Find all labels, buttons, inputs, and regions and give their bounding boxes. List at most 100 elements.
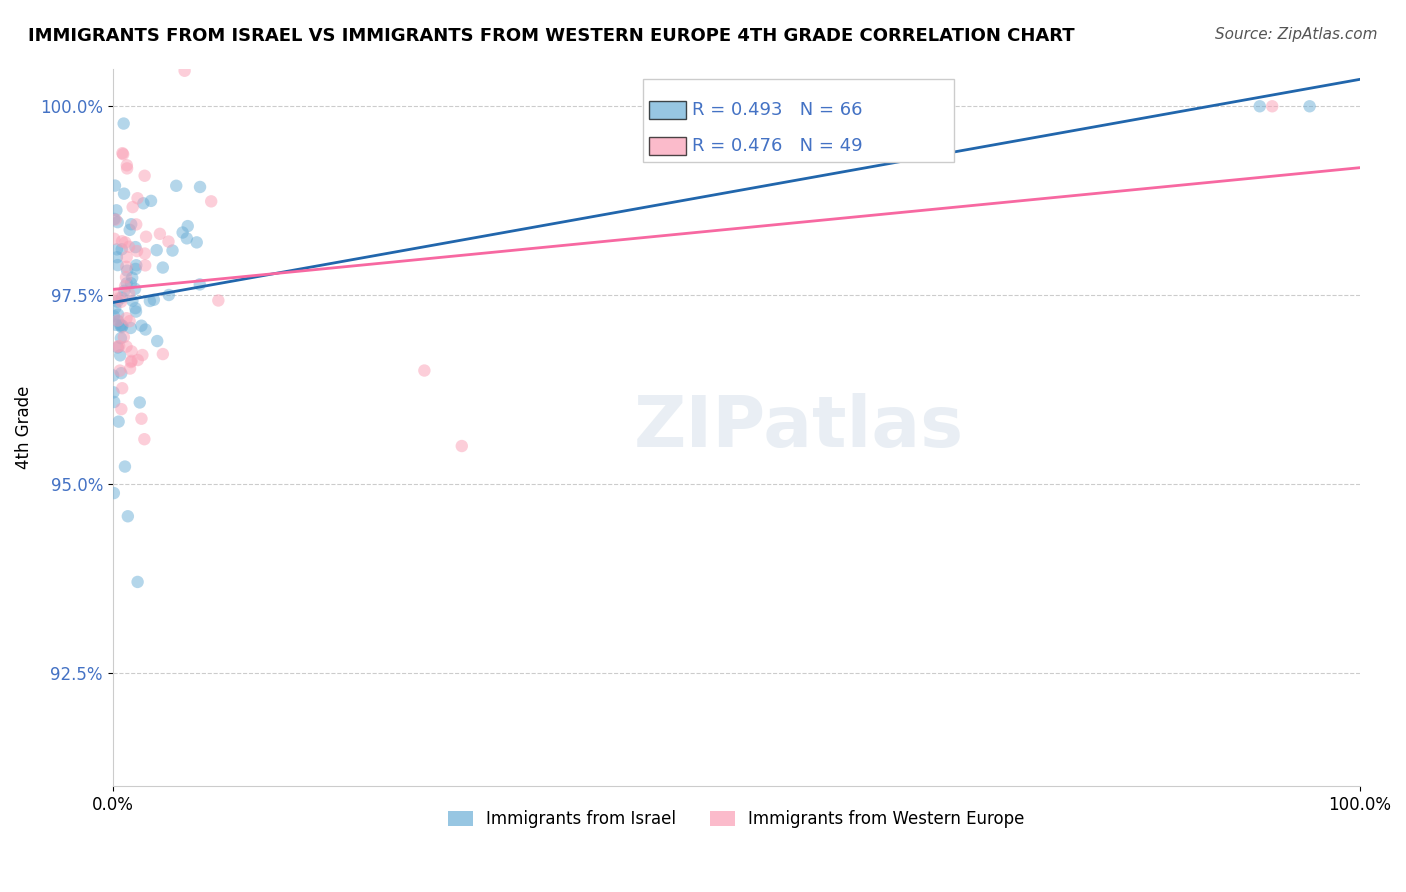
Immigrants from Western Europe (118, 314, 141, 328)
Immigrants from Western Europe (112, 330, 135, 344)
Immigrants from Western Europe (118, 286, 141, 301)
Immigrants from Western Europe (115, 311, 138, 326)
Immigrants from Israel (103, 368, 125, 383)
Immigrants from Israel (142, 293, 165, 307)
Immigrants from Western Europe (103, 232, 125, 246)
Immigrants from Western Europe (134, 169, 156, 183)
Immigrants from Israel (145, 243, 167, 257)
Immigrants from Israel (1298, 99, 1320, 113)
Immigrants from Western Europe (115, 260, 138, 274)
Immigrants from Western Europe (114, 235, 136, 250)
Immigrants from Western Europe (127, 353, 149, 368)
Immigrants from Israel (121, 270, 143, 285)
Immigrants from Western Europe (134, 259, 156, 273)
Immigrants from Western Europe (131, 411, 153, 425)
Immigrants from Israel (134, 322, 156, 336)
Immigrants from Israel (139, 194, 162, 208)
Immigrants from Western Europe (1261, 99, 1284, 113)
Immigrants from Israel (110, 318, 132, 332)
Immigrants from Western Europe (125, 244, 148, 259)
Immigrants from Western Europe (112, 147, 135, 161)
Immigrants from Israel (120, 217, 142, 231)
Immigrants from Western Europe (131, 348, 153, 362)
Immigrants from Israel (157, 288, 180, 302)
Immigrants from Israel (107, 215, 129, 229)
Immigrants from Israel (105, 250, 128, 264)
Immigrants from Western Europe (115, 340, 138, 354)
Immigrants from Israel (172, 226, 194, 240)
Immigrants from Israel (103, 385, 125, 400)
Immigrants from Israel (139, 293, 162, 308)
Immigrants from Israel (104, 178, 127, 193)
Immigrants from Israel (115, 277, 138, 291)
Immigrants from Western Europe (125, 218, 148, 232)
Immigrants from Israel (188, 180, 211, 194)
Immigrants from Israel (124, 261, 146, 276)
Immigrants from Western Europe (115, 161, 138, 176)
Immigrants from Israel (111, 318, 134, 333)
Immigrants from Western Europe (108, 339, 131, 353)
Immigrants from Israel (111, 320, 134, 334)
Immigrants from Western Europe (118, 240, 141, 254)
Immigrants from Western Europe (108, 291, 131, 305)
Immigrants from Israel (112, 117, 135, 131)
Immigrants from Western Europe (173, 63, 195, 78)
FancyBboxPatch shape (648, 101, 686, 119)
Immigrants from Israel (103, 211, 125, 226)
Immigrants from Western Europe (152, 347, 174, 361)
Immigrants from Israel (125, 304, 148, 318)
Immigrants from Western Europe (121, 344, 143, 359)
Immigrants from Israel (103, 486, 125, 500)
Text: ZIPatlas: ZIPatlas (633, 392, 963, 462)
Text: R = 0.493   N = 66: R = 0.493 N = 66 (692, 101, 863, 120)
Immigrants from Western Europe (107, 313, 129, 327)
Immigrants from Israel (114, 459, 136, 474)
Immigrants from Israel (107, 341, 129, 355)
Immigrants from Western Europe (200, 194, 222, 209)
Immigrants from Israel (107, 415, 129, 429)
Immigrants from Israel (127, 574, 149, 589)
Immigrants from Israel (132, 196, 155, 211)
Immigrants from Israel (112, 186, 135, 201)
Immigrants from Israel (108, 348, 131, 362)
Immigrants from Israel (124, 301, 146, 315)
Text: Source: ZipAtlas.com: Source: ZipAtlas.com (1215, 27, 1378, 42)
Immigrants from Western Europe (118, 361, 141, 376)
Immigrants from Western Europe (127, 191, 149, 205)
Immigrants from Israel (146, 334, 169, 348)
FancyBboxPatch shape (643, 79, 955, 161)
Immigrants from Israel (112, 284, 135, 298)
Immigrants from Western Europe (157, 235, 180, 249)
Immigrants from Western Europe (111, 235, 134, 249)
Immigrants from Western Europe (120, 355, 142, 369)
Immigrants from Israel (120, 321, 142, 335)
Immigrants from Israel (165, 178, 187, 193)
Immigrants from Western Europe (115, 158, 138, 172)
Immigrants from Israel (111, 291, 134, 305)
Text: IMMIGRANTS FROM ISRAEL VS IMMIGRANTS FROM WESTERN EUROPE 4TH GRADE CORRELATION C: IMMIGRANTS FROM ISRAEL VS IMMIGRANTS FRO… (28, 27, 1074, 45)
Immigrants from Israel (124, 282, 146, 296)
Text: R = 0.476   N = 49: R = 0.476 N = 49 (692, 137, 863, 155)
Immigrants from Western Europe (135, 229, 157, 244)
Immigrants from Israel (1249, 99, 1271, 113)
Immigrants from Western Europe (115, 270, 138, 285)
Immigrants from Israel (104, 301, 127, 315)
FancyBboxPatch shape (648, 136, 686, 154)
Immigrants from Israel (110, 318, 132, 333)
Immigrants from Western Europe (121, 353, 143, 368)
Immigrants from Israel (176, 231, 198, 245)
Immigrants from Western Europe (121, 200, 143, 214)
Immigrants from Israel (177, 219, 200, 233)
Immigrants from Western Europe (149, 227, 172, 241)
Immigrants from Western Europe (111, 146, 134, 161)
Immigrants from Israel (105, 294, 128, 309)
Immigrants from Israel (111, 242, 134, 256)
Immigrants from Israel (110, 366, 132, 380)
Immigrants from Israel (120, 277, 142, 291)
Immigrants from Western Europe (134, 246, 156, 260)
Immigrants from Israel (115, 263, 138, 277)
Immigrants from Western Europe (134, 432, 156, 446)
Immigrants from Israel (188, 277, 211, 292)
Immigrants from Israel (121, 293, 143, 308)
Immigrants from Western Europe (107, 340, 129, 354)
